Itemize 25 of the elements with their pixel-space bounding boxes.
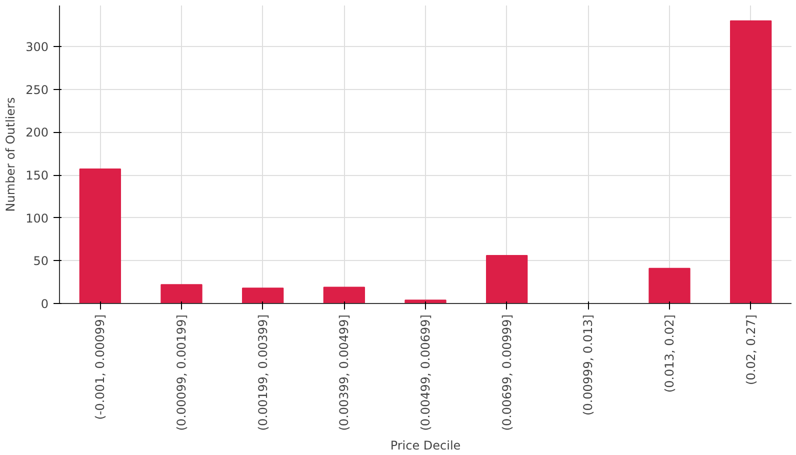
bar (486, 255, 528, 304)
bar (730, 20, 772, 304)
bar (648, 268, 690, 304)
x-tick-label: (0.00499, 0.00699] (418, 314, 432, 431)
y-tick-label: 250 (26, 82, 48, 97)
x-tick-label: (0.013, 0.02] (662, 314, 676, 393)
y-tick-label: 200 (26, 126, 48, 140)
bar (79, 168, 121, 304)
x-tick-label: (0.00999, 0.013] (581, 314, 596, 416)
x-tick-label: (0.00199, 0.00399] (256, 314, 270, 431)
x-axis-title: Price Decile (390, 438, 461, 453)
y-tick-label: 100 (26, 211, 48, 226)
x-tick-label: (0.00699, 0.00999] (500, 314, 514, 431)
y-tick-label: 50 (33, 254, 49, 268)
y-axis-title: Number of Outliers (4, 97, 18, 212)
y-tick-label: 150 (26, 168, 48, 183)
bar (323, 286, 365, 304)
bar (160, 284, 202, 304)
y-tick-label: 0 (40, 297, 49, 311)
x-tick-label: (0.00399, 0.00499] (337, 314, 352, 431)
bar (242, 288, 284, 304)
x-tick-label: (0.00099, 0.00199] (174, 314, 188, 431)
y-tick-label: 300 (26, 40, 48, 54)
x-tick-label: (0.02, 0.27] (744, 314, 758, 385)
x-tick-label: (-0.001, 0.00099] (93, 314, 108, 420)
